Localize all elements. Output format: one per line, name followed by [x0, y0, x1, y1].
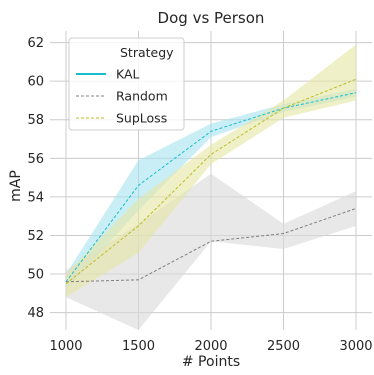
y-tick-label: 62 [27, 36, 44, 51]
y-tick-label: 50 [27, 268, 44, 283]
kal-series-line [65, 92, 357, 283]
y-axis-label: mAP [8, 170, 24, 202]
y-tick-labels: 48 50 52 54 56 58 60 62 [27, 36, 44, 321]
y-tick-label: 52 [27, 229, 44, 244]
x-tick-label: 1500 [122, 339, 155, 354]
legend: Strategy KAL Random SupLoss [68, 37, 185, 131]
x-tick-label: 3000 [339, 339, 372, 354]
y-tick-label: 54 [27, 190, 44, 205]
x-tick-label: 1000 [49, 339, 82, 354]
random-confidence-band [66, 173, 356, 330]
x-tick-label: 2000 [194, 339, 227, 354]
legend-kal-label: KAL [116, 67, 140, 82]
x-axis-label: # Points [182, 354, 240, 370]
y-tick-label: 58 [27, 113, 44, 128]
series-lines [65, 78, 357, 285]
legend-box [68, 37, 185, 131]
legend-random-label: Random [116, 89, 168, 104]
y-tick-label: 56 [27, 152, 44, 167]
suploss-series-line [65, 78, 357, 285]
legend-title: Strategy [120, 45, 174, 60]
chart-title: Dog vs Person [158, 9, 265, 27]
legend-suploss-label: SupLoss [116, 111, 167, 126]
y-tick-label: 60 [27, 75, 44, 90]
kal-confidence-band [66, 88, 356, 290]
y-tick-label: 48 [27, 306, 44, 321]
x-tick-label: 2500 [267, 339, 300, 354]
x-tick-labels: 1000 1500 2000 2500 3000 [49, 339, 372, 354]
